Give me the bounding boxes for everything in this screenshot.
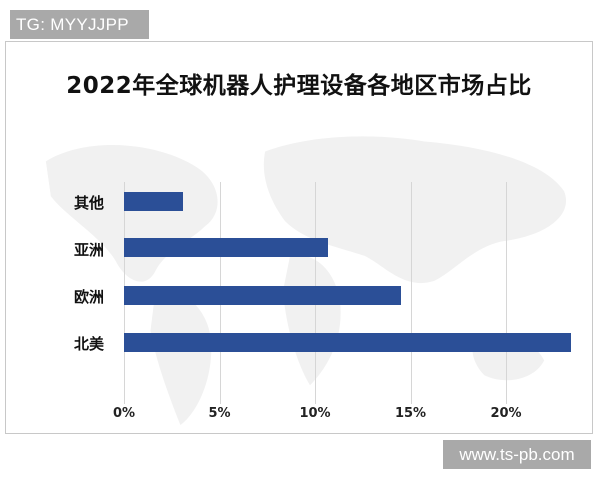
category-label-europe: 欧洲: [73, 288, 104, 306]
x-tick-10: 10%: [299, 406, 331, 421]
category-label-other: 其他: [73, 194, 104, 212]
chart-frame: 2022年全球机器人护理设备各地区市场占比 其他 亚洲 欧洲 北美 0% 5% …: [5, 41, 593, 434]
chart-title: 2022年全球机器人护理设备各地区市场占比: [66, 73, 532, 99]
gridline-15: [410, 182, 412, 404]
x-tick-0: 0%: [112, 406, 136, 421]
bar-asia: [124, 238, 329, 257]
watermark-top-left: TG: MYYJJPP: [10, 10, 149, 39]
x-tick-15: 15%: [394, 406, 427, 421]
plot-area: 其他 亚洲 欧洲 北美 0% 5% 10% 15% 20%: [74, 182, 584, 421]
category-label-north-america: 北美: [73, 335, 104, 353]
x-tick-20: 20%: [490, 406, 522, 421]
category-label-asia: 亚洲: [73, 241, 104, 259]
bar-north-america: [124, 333, 571, 352]
watermark-bottom-right: www.ts-pb.com: [443, 440, 591, 469]
bar-other: [124, 192, 184, 211]
bar-europe: [124, 286, 401, 305]
gridline-20: [506, 182, 507, 404]
x-tick-5: 5%: [208, 406, 231, 421]
